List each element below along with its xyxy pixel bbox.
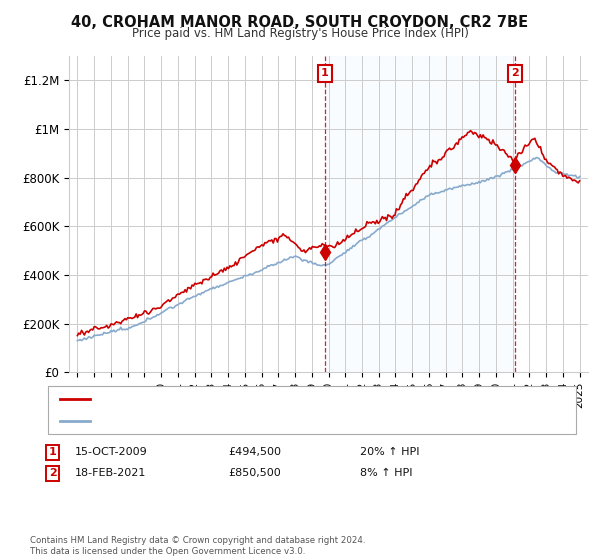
Bar bbox=[325, 56, 515, 372]
Text: 1: 1 bbox=[321, 68, 329, 78]
Text: 20% ↑ HPI: 20% ↑ HPI bbox=[360, 447, 419, 458]
Text: 18-FEB-2021: 18-FEB-2021 bbox=[75, 468, 146, 478]
Text: 8% ↑ HPI: 8% ↑ HPI bbox=[360, 468, 413, 478]
Text: 2: 2 bbox=[511, 68, 519, 78]
Text: Price paid vs. HM Land Registry's House Price Index (HPI): Price paid vs. HM Land Registry's House … bbox=[131, 27, 469, 40]
Text: HPI: Average price, detached house, Croydon: HPI: Average price, detached house, Croy… bbox=[93, 416, 329, 426]
Text: 40, CROHAM MANOR ROAD, SOUTH CROYDON, CR2 7BE (detached house): 40, CROHAM MANOR ROAD, SOUTH CROYDON, CR… bbox=[93, 394, 480, 404]
Text: 2: 2 bbox=[49, 468, 56, 478]
Text: £494,500: £494,500 bbox=[228, 447, 281, 458]
Text: £850,500: £850,500 bbox=[228, 468, 281, 478]
Text: Contains HM Land Registry data © Crown copyright and database right 2024.
This d: Contains HM Land Registry data © Crown c… bbox=[30, 536, 365, 556]
Text: 40, CROHAM MANOR ROAD, SOUTH CROYDON, CR2 7BE: 40, CROHAM MANOR ROAD, SOUTH CROYDON, CR… bbox=[71, 15, 529, 30]
Text: 15-OCT-2009: 15-OCT-2009 bbox=[75, 447, 148, 458]
Text: 1: 1 bbox=[49, 447, 56, 458]
